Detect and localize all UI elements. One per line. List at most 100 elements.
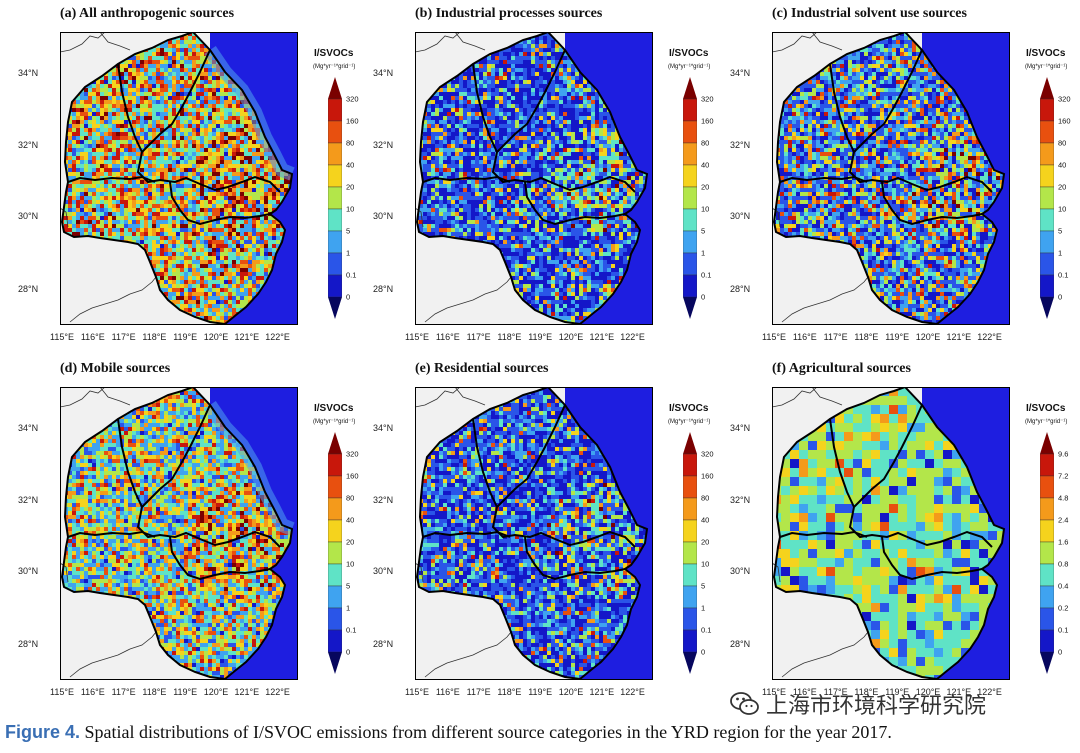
colorbar-segment (683, 230, 697, 254)
colorbar-segment (1040, 208, 1054, 232)
colorbar-label: 1 (346, 249, 350, 258)
colorbar-segment (1040, 274, 1054, 298)
colorbar-label: 5 (701, 582, 705, 591)
colorbar-label: 0.1 (346, 626, 356, 635)
colorbar-unit: (Mg*yr⁻¹*grid⁻¹) (313, 63, 355, 70)
colorbar-segment (683, 585, 697, 609)
emission-map (60, 387, 298, 680)
colorbar-label: 7.2 (1058, 472, 1068, 481)
colorbar-label: 1.6 (1058, 538, 1068, 547)
colorbar (683, 77, 697, 319)
x-tick-label: 120°E (559, 687, 584, 697)
colorbar-label: 40 (346, 516, 354, 525)
x-tick-label: 119°E (885, 687, 909, 697)
colorbar-label: 160 (346, 117, 359, 126)
colorbar-bottom-arrow (683, 297, 697, 319)
colorbar-label: 10 (701, 205, 709, 214)
panel-title: (f) Agricultural sources (772, 361, 911, 377)
colorbar-label: 320 (701, 95, 714, 104)
colorbar-top-arrow (1040, 77, 1054, 99)
panel-title: (a) All anthropogenic sources (60, 6, 234, 22)
colorbar-segment (683, 629, 697, 653)
y-tick-label: 28°N (18, 284, 38, 294)
y-tick-label: 34°N (18, 423, 38, 433)
colorbar-unit: (Mg*yr⁻¹*grid⁻¹) (313, 418, 355, 425)
colorbar-label: 20 (346, 538, 354, 547)
colorbar-unit: (Mg*yr⁻¹*grid⁻¹) (668, 63, 710, 70)
y-tick-label: 30°N (730, 566, 750, 576)
colorbar-label: 0.4 (1058, 582, 1068, 591)
y-tick-label: 30°N (373, 211, 393, 221)
colorbar-segment (1040, 230, 1054, 254)
colorbar-label: 80 (1058, 139, 1066, 148)
colorbar-segment (683, 208, 697, 232)
colorbar-segment (1040, 607, 1054, 631)
map-panel: (b) Industrial processes sources 34°N 32°N… (355, 2, 714, 352)
colorbar-segment (1040, 519, 1054, 543)
y-tick-label: 28°N (18, 639, 38, 649)
x-tick-label: 115°E (762, 332, 786, 342)
x-tick-label: 119°E (173, 687, 197, 697)
y-tick-label: 34°N (18, 68, 38, 78)
panel-title: (c) Industrial solvent use sources (772, 6, 967, 22)
colorbar-segment (683, 563, 697, 587)
caption-text: Spatial distributions of I/SVOC emission… (80, 722, 892, 742)
colorbar-label: 40 (701, 516, 709, 525)
y-tick-label: 28°N (730, 639, 750, 649)
x-tick-label: 116°E (793, 687, 817, 697)
x-tick-label: 118°E (854, 687, 878, 697)
colorbar-label: 0.1 (346, 271, 356, 280)
colorbar-label: 80 (701, 494, 709, 503)
colorbar-top-arrow (328, 432, 342, 454)
colorbar-segment (1040, 475, 1054, 499)
x-tick-label: 117°E (824, 687, 848, 697)
x-tick-label: 117°E (824, 332, 848, 342)
y-tick-label: 32°N (373, 495, 393, 505)
map-panel: (f) Agricultural sources 34°N 32°N 30°N 28°N… (712, 357, 1068, 707)
colorbar-label: 9.6 (1058, 450, 1068, 459)
x-tick-label: 120°E (559, 332, 584, 342)
colorbar-top-arrow (1040, 432, 1054, 454)
colorbar-title: I/SVOCs (669, 48, 708, 59)
colorbar-bottom-arrow (1040, 652, 1054, 674)
colorbar-label: 5 (1058, 227, 1062, 236)
x-tick-label: 116°E (436, 687, 460, 697)
y-tick-label: 32°N (730, 140, 750, 150)
map-panel: (e) Residential sources 34°N 32°N 30°N 28°N 1… (355, 357, 714, 707)
x-tick-label: 115°E (405, 332, 429, 342)
colorbar-label: 80 (346, 139, 354, 148)
emission-map (415, 387, 653, 680)
map-panel: (d) Mobile sources 34°N 32°N 30°N 28°N 115°E 1… (0, 357, 359, 707)
colorbar-label: 5 (701, 227, 705, 236)
watermark-text: 上海市环境科学研究院 (766, 688, 986, 720)
colorbar-segment (328, 186, 342, 210)
y-tick-label: 28°N (730, 284, 750, 294)
colorbar-label: 0.8 (1058, 560, 1068, 569)
colorbar-segment (328, 519, 342, 543)
x-tick-label: 119°E (528, 332, 552, 342)
colorbar-segment (1040, 541, 1054, 565)
x-tick-label: 119°E (173, 332, 197, 342)
colorbar-label: 40 (1058, 161, 1066, 170)
x-tick-label: 121°E (946, 687, 971, 697)
colorbar-segment (1040, 252, 1054, 276)
colorbar (1040, 77, 1054, 319)
x-tick-label: 115°E (405, 687, 429, 697)
x-tick-label: 117°E (467, 687, 491, 697)
x-tick-label: 122°E (620, 332, 645, 342)
colorbar-segment (328, 563, 342, 587)
colorbar-label: 0.1 (1058, 626, 1068, 635)
colorbar-segment (1040, 164, 1054, 188)
colorbar-label: 1 (701, 249, 705, 258)
colorbar-segment (1040, 497, 1054, 521)
x-tick-label: 121°E (946, 332, 971, 342)
x-tick-label: 115°E (50, 687, 74, 697)
x-tick-label: 120°E (916, 687, 941, 697)
colorbar-segment (328, 98, 342, 122)
colorbar-segment (1040, 186, 1054, 210)
y-tick-label: 30°N (18, 566, 38, 576)
y-tick-label: 34°N (373, 68, 393, 78)
colorbar-segment (1040, 453, 1054, 477)
colorbar-segment (328, 607, 342, 631)
colorbar-segment (1040, 585, 1054, 609)
